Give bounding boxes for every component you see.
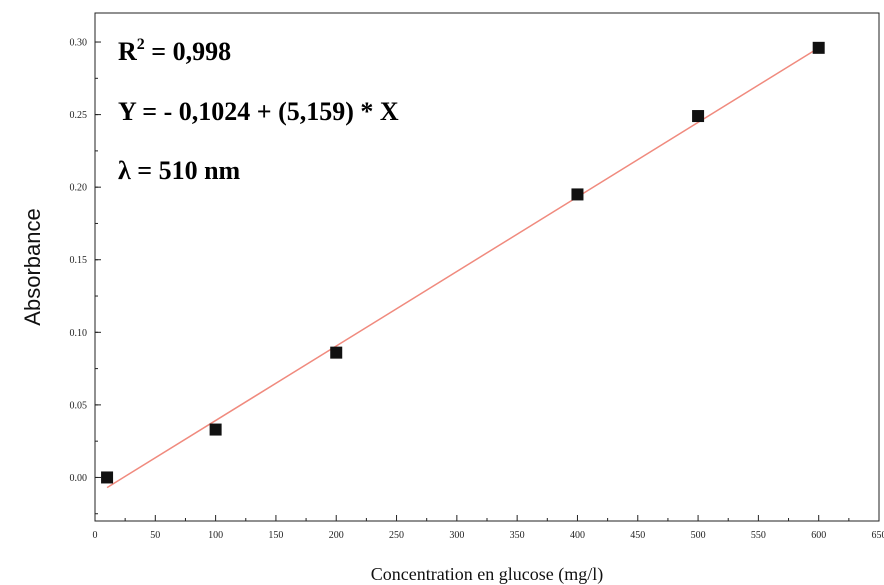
- y-axis: 0.00 0.05 0.10 0.15 0.20 0.25 0.30: [70, 38, 101, 515]
- x-tick-label: 0: [93, 530, 98, 541]
- x-tick-label: 550: [751, 530, 766, 541]
- x-tick-label: 100: [208, 530, 223, 541]
- y-tick-label: 0.10: [70, 328, 88, 339]
- x-tick-label: 400: [570, 530, 585, 541]
- x-axis-title: Concentration en glucose (mg/l): [371, 564, 603, 585]
- data-points: [101, 41, 825, 484]
- x-tick-label: 250: [389, 530, 404, 541]
- data-point: [209, 423, 222, 436]
- y-tick-label: 0.30: [70, 38, 88, 49]
- y-axis-title: Absorbance: [20, 208, 45, 325]
- x-tick-label: 150: [268, 530, 283, 541]
- x-tick-label: 450: [630, 530, 645, 541]
- data-point: [692, 110, 705, 123]
- annotation-wavelength: λ = 510 nm: [118, 156, 241, 185]
- data-point: [101, 471, 114, 484]
- data-point: [330, 346, 343, 359]
- x-tick-label: 650: [872, 530, 884, 541]
- y-tick-label: 0.05: [70, 400, 88, 411]
- x-tick-label: 50: [150, 530, 160, 541]
- plot-frame: [94, 12, 880, 522]
- x-axis: 0 50 100 150 200 250 300 350 400 450 500 550 600 650: [93, 515, 884, 541]
- annotation-r2: R2 = 0,998: [118, 36, 231, 66]
- x-tick-label: 350: [510, 530, 525, 541]
- data-point: [812, 41, 825, 54]
- x-tick-label: 200: [329, 530, 344, 541]
- y-tick-label: 0.00: [70, 473, 88, 484]
- y-tick-label: 0.25: [70, 110, 88, 121]
- x-tick-label: 500: [691, 530, 706, 541]
- x-tick-label: 600: [811, 530, 826, 541]
- y-tick-label: 0.20: [70, 183, 88, 194]
- y-tick-label: 0.15: [70, 255, 88, 266]
- x-tick-label: 300: [449, 530, 464, 541]
- data-point: [571, 188, 584, 201]
- annotation-equation: Y = - 0,1024 + (5,159) * X: [118, 97, 399, 126]
